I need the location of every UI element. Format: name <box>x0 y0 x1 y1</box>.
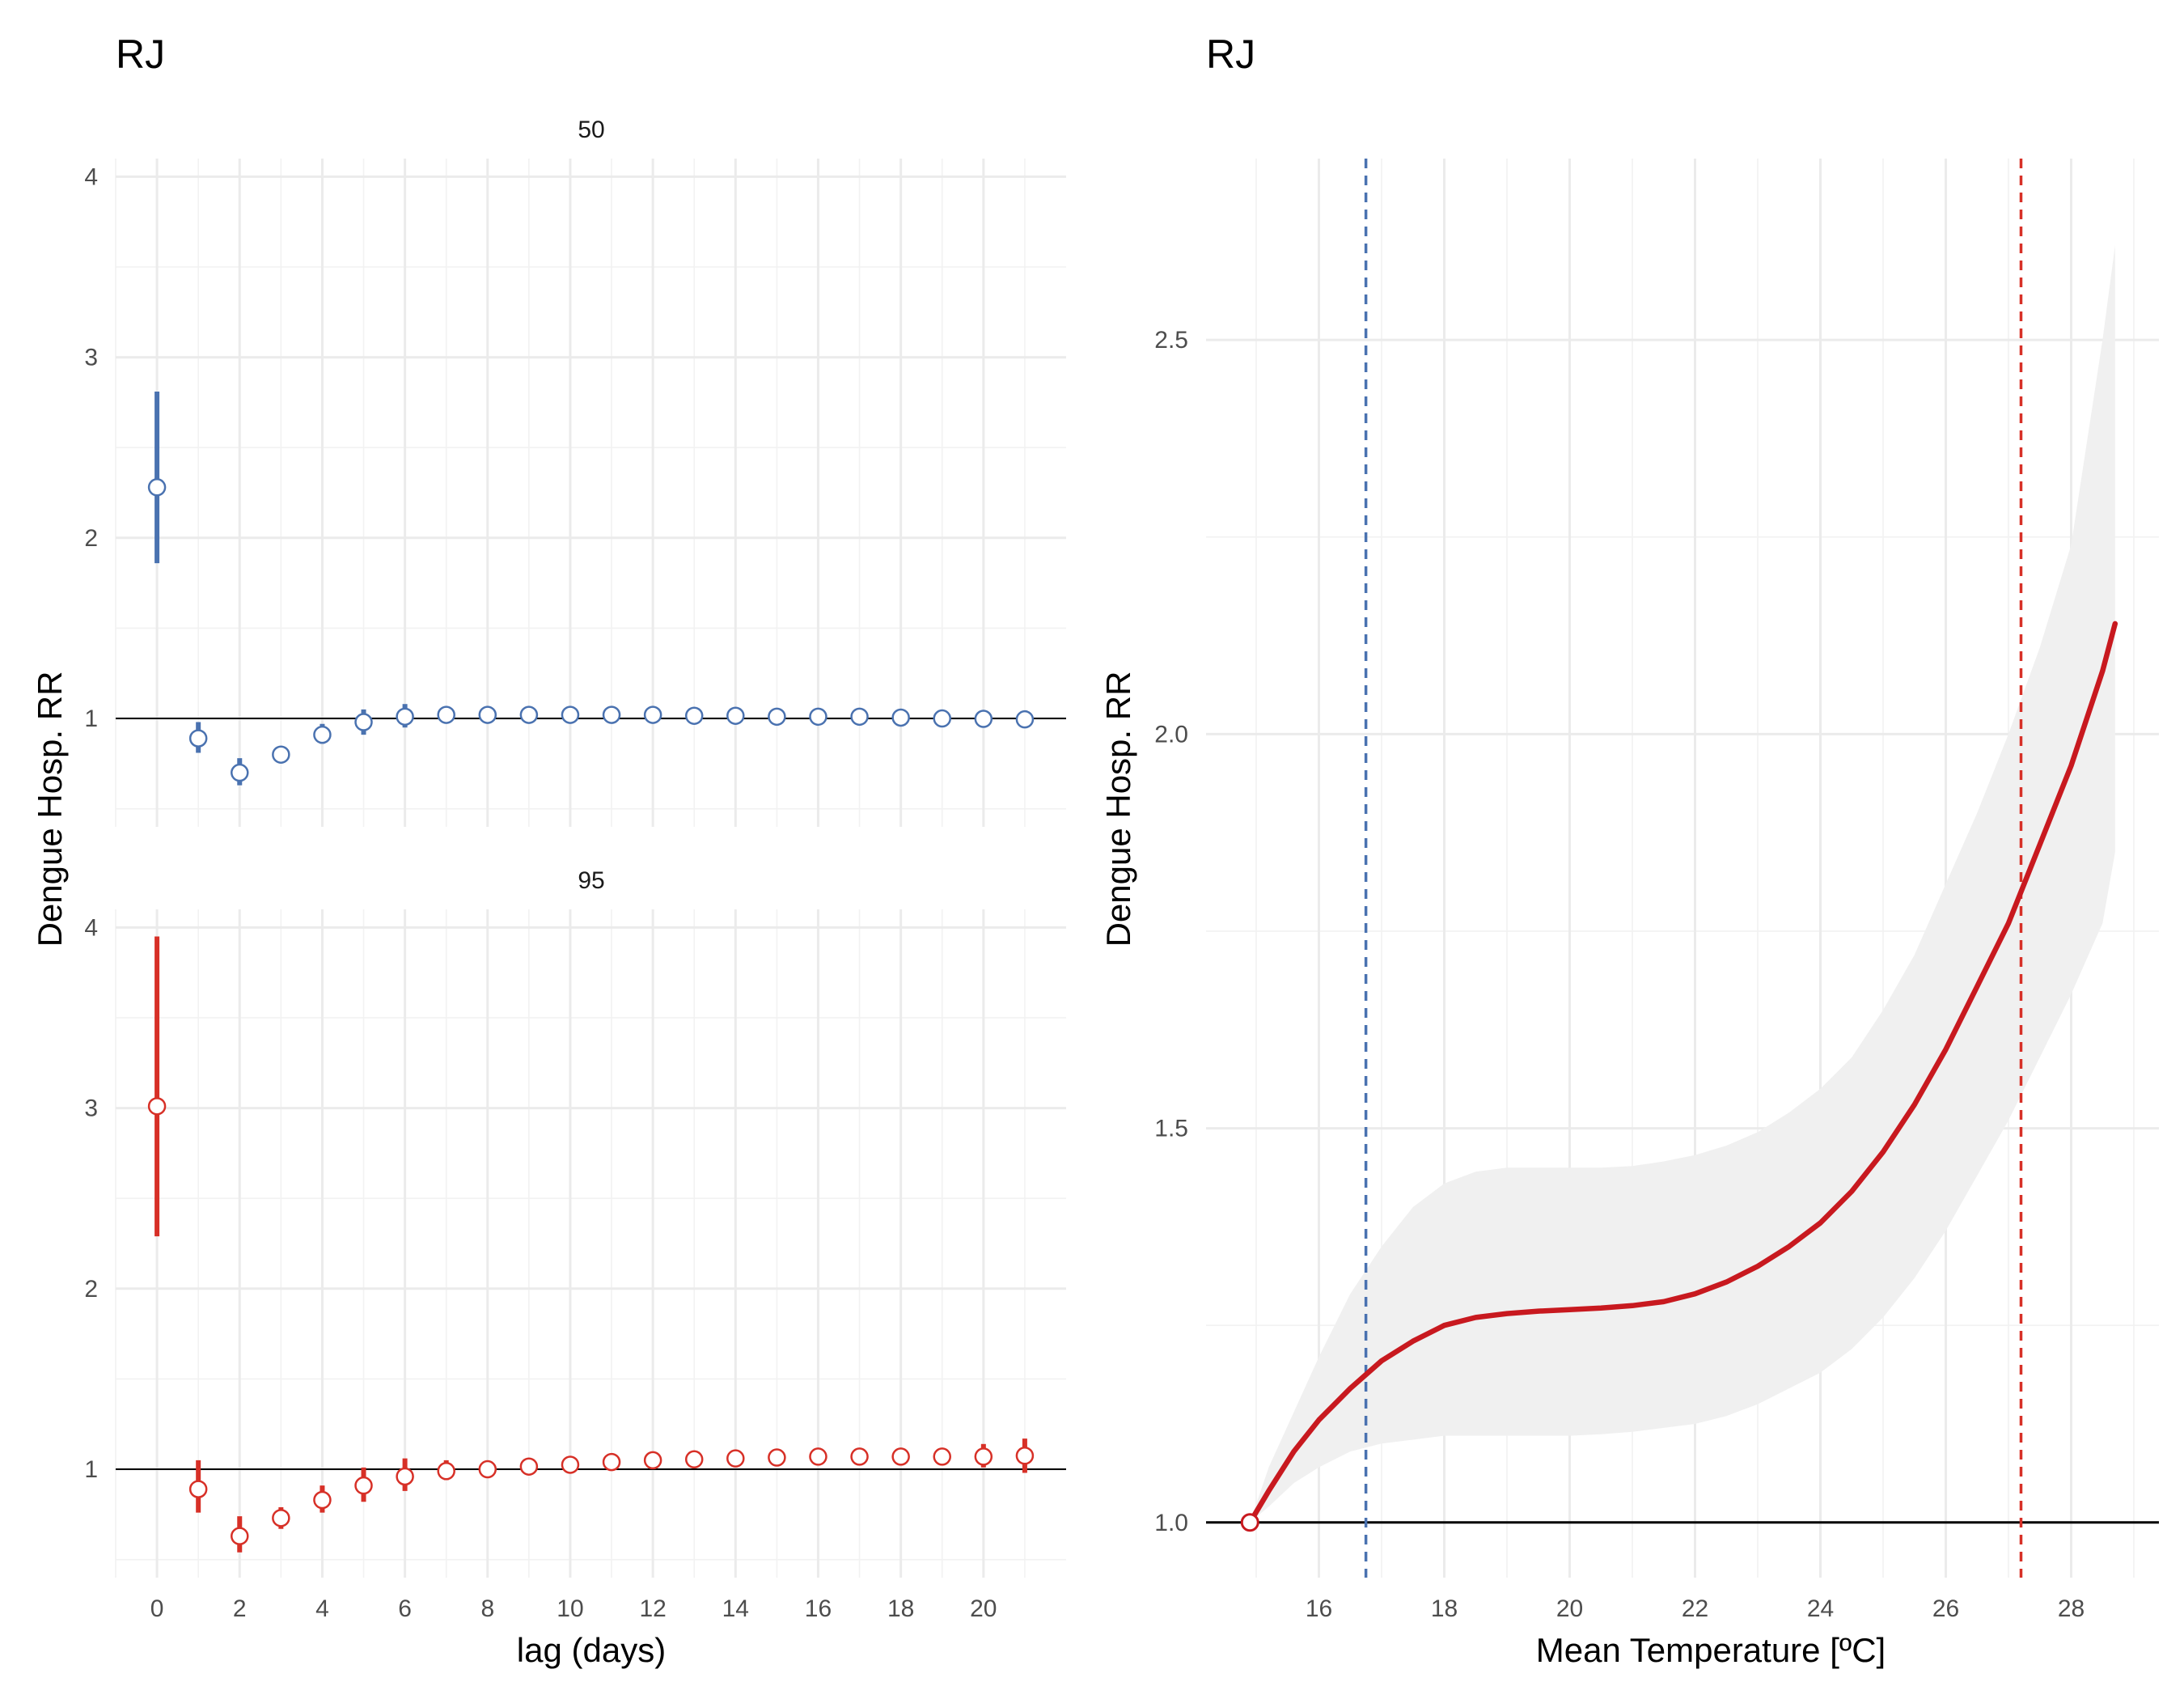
left-x-axis-title: lag (days) <box>517 1631 666 1669</box>
confidence-band <box>1250 245 2115 1523</box>
data-point <box>147 1097 167 1116</box>
data-point <box>809 1447 827 1466</box>
x-tick-label: 8 <box>480 1595 494 1622</box>
data-point <box>147 478 167 497</box>
x-tick-label: 20 <box>970 1595 997 1622</box>
data-point <box>643 1451 662 1470</box>
x-tick-label: 22 <box>1682 1595 1708 1622</box>
y-tick-label: 4 <box>84 163 98 190</box>
data-point <box>809 707 827 727</box>
data-point <box>437 1462 455 1481</box>
facet-top: 50 1 2 3 4 <box>84 117 1066 827</box>
data-point <box>231 1527 249 1545</box>
facet-bottom-y-ticks: 1 2 3 4 <box>84 914 98 1483</box>
facet-top-y-ticks: 1 2 3 4 <box>84 163 98 732</box>
y-tick-label: 2 <box>84 525 98 552</box>
data-point <box>602 705 621 724</box>
y-tick-label: 1.0 <box>1154 1510 1188 1536</box>
data-point <box>188 1480 208 1498</box>
left-x-ticks: 0 2 4 6 8 10 12 14 16 18 20 <box>150 1595 997 1622</box>
data-point <box>354 1476 373 1495</box>
data-point <box>974 710 993 728</box>
x-tick-label: 14 <box>722 1595 749 1622</box>
y-tick-label: 1 <box>84 705 98 732</box>
facet-bottom: 95 1 2 3 4 <box>84 867 1066 1578</box>
data-point <box>313 725 332 744</box>
y-tick-label: 4 <box>84 914 98 941</box>
data-point <box>933 709 951 728</box>
data-point <box>478 705 497 724</box>
data-point <box>519 705 539 724</box>
data-point <box>643 705 662 724</box>
x-tick-label: 6 <box>398 1595 412 1622</box>
data-point <box>1015 1447 1035 1465</box>
data-point <box>850 707 869 727</box>
data-point <box>1015 710 1035 729</box>
y-tick-label: 3 <box>84 345 98 371</box>
x-tick-label: 18 <box>887 1595 914 1622</box>
data-point <box>974 1447 993 1466</box>
right-y-ticks: 1.0 1.5 2.0 2.5 <box>1154 327 1188 1536</box>
x-tick-label: 10 <box>557 1595 583 1622</box>
data-point <box>188 729 208 748</box>
x-tick-label: 28 <box>2058 1595 2085 1622</box>
data-point <box>891 1447 910 1466</box>
right-x-ticks: 16 18 20 22 24 26 28 <box>1306 1595 2085 1622</box>
x-tick-label: 0 <box>150 1595 164 1622</box>
x-tick-label: 20 <box>1556 1595 1583 1622</box>
x-tick-label: 2 <box>233 1595 247 1622</box>
x-tick-label: 26 <box>1932 1595 1959 1622</box>
data-point <box>561 1455 580 1474</box>
data-point <box>684 1450 704 1469</box>
x-tick-label: 24 <box>1807 1595 1834 1622</box>
x-tick-label: 18 <box>1431 1595 1458 1622</box>
data-point <box>768 707 786 727</box>
facet-top-marks <box>116 391 1066 786</box>
data-point <box>891 708 910 727</box>
data-point <box>231 763 249 782</box>
data-point <box>519 1457 539 1476</box>
right-chart-title: RJ <box>1206 32 1255 77</box>
facet-bottom-grid <box>115 909 1066 1578</box>
data-point <box>313 1490 332 1510</box>
left-y-axis-title: Dengue Hosp. RR <box>31 672 69 947</box>
data-point <box>396 1467 414 1486</box>
right-x-axis-title: Mean Temperature [ºC] <box>1536 1631 1886 1669</box>
facet-bottom-marks <box>116 936 1066 1553</box>
x-tick-label: 4 <box>315 1595 329 1622</box>
data-point <box>602 1452 621 1472</box>
data-point <box>354 713 373 731</box>
rr-curve <box>1247 621 2118 1526</box>
x-tick-label: 16 <box>805 1595 832 1622</box>
data-point <box>396 707 414 727</box>
y-tick-label: 3 <box>84 1095 98 1122</box>
facet-bottom-strip-label: 95 <box>578 867 604 894</box>
y-tick-label: 1.5 <box>1154 1116 1188 1142</box>
data-point <box>272 745 290 764</box>
reference-point <box>1240 1513 1259 1532</box>
y-tick-label: 2 <box>84 1276 98 1303</box>
y-tick-label: 2.5 <box>1154 327 1188 354</box>
data-point <box>437 705 455 724</box>
data-point <box>478 1460 497 1479</box>
data-point <box>272 1509 290 1527</box>
data-point <box>561 705 580 724</box>
data-point <box>933 1447 951 1466</box>
facet-top-grid <box>115 159 1066 827</box>
y-tick-label: 2.0 <box>1154 721 1188 748</box>
data-point <box>726 706 745 725</box>
left-chart-title: RJ <box>116 32 165 77</box>
x-tick-label: 16 <box>1306 1595 1332 1622</box>
data-point <box>684 706 704 725</box>
data-point <box>850 1447 869 1466</box>
x-tick-label: 12 <box>639 1595 666 1622</box>
data-point <box>768 1448 786 1467</box>
y-tick-label: 1 <box>84 1456 98 1483</box>
right-y-axis-title: Dengue Hosp. RR <box>1099 672 1137 947</box>
data-point <box>726 1449 745 1468</box>
right-chart: RJ 16 18 20 22 24 26 28 1.0 1.5 2.0 2.5 Mean Temp… <box>1099 32 2159 1669</box>
facet-top-strip-label: 50 <box>578 117 604 143</box>
